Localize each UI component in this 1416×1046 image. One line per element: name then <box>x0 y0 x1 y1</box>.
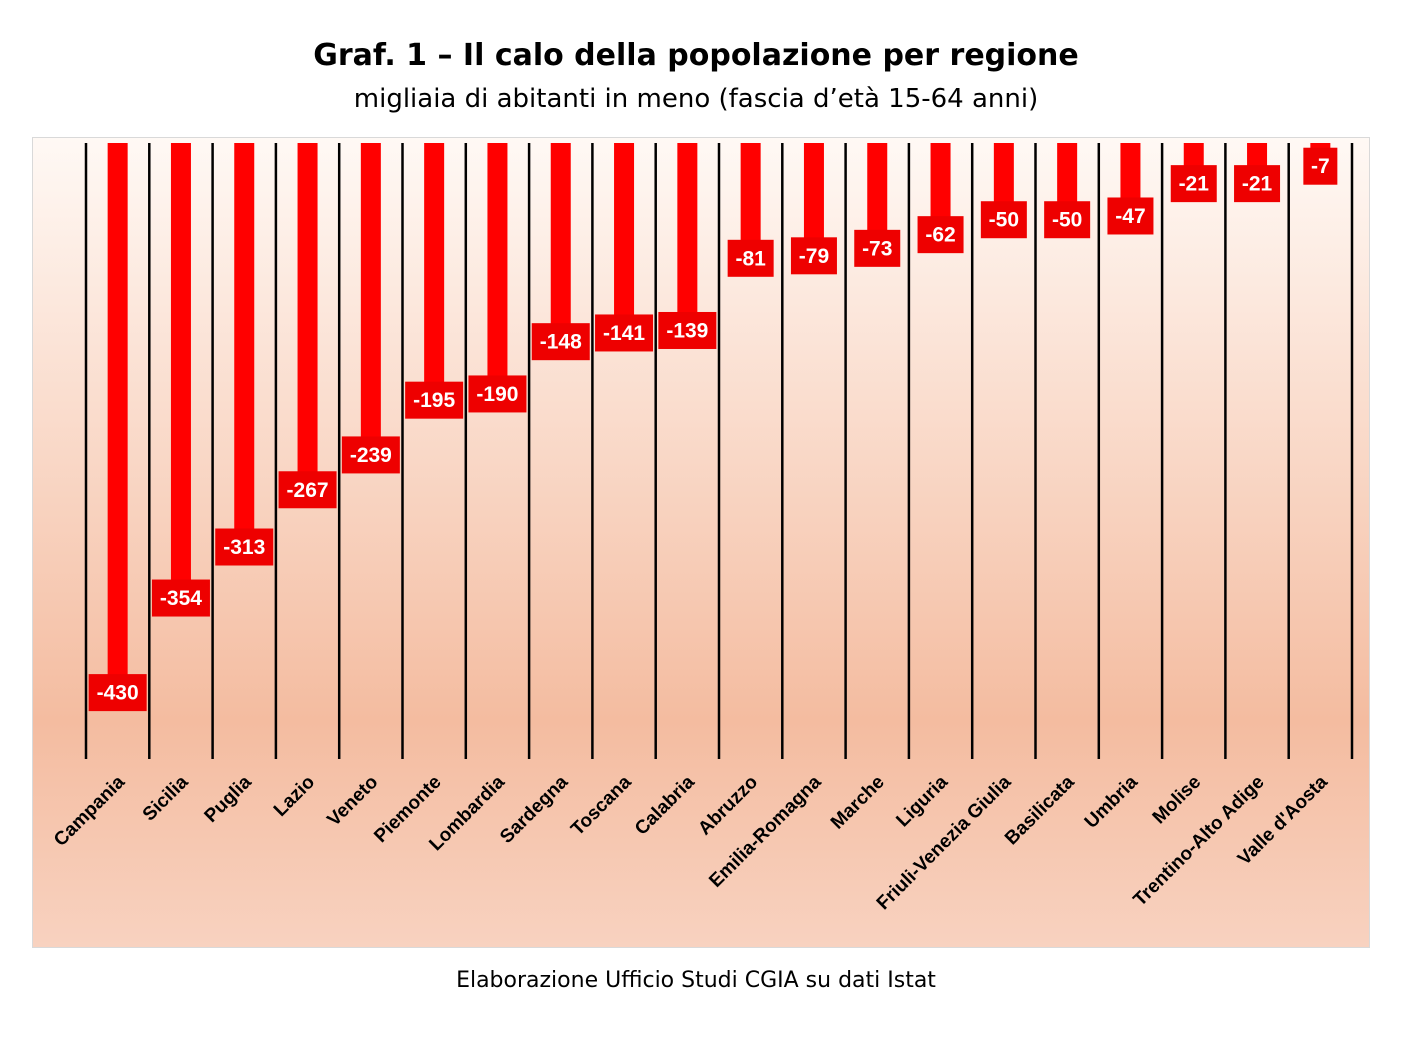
value-label: -47 <box>1115 205 1145 228</box>
value-label-box <box>278 471 337 509</box>
gridlines <box>84 143 1354 759</box>
bar <box>677 143 698 316</box>
value-label: -148 <box>540 331 582 354</box>
value-label-box <box>980 201 1027 239</box>
value-label: -267 <box>287 479 329 502</box>
value-label-box <box>1170 165 1217 203</box>
bar <box>424 143 445 386</box>
value-label: -50 <box>989 209 1019 232</box>
value-label: -430 <box>97 682 139 705</box>
value-label-box <box>215 528 274 566</box>
bar <box>360 143 381 441</box>
value-label: -62 <box>925 224 955 247</box>
value-label: -81 <box>735 247 766 270</box>
value-label-box <box>531 323 590 361</box>
value-label-box <box>1107 197 1154 235</box>
value-label: -139 <box>666 319 708 342</box>
value-label: -313 <box>223 536 265 559</box>
bar <box>107 143 128 679</box>
bar <box>1057 143 1078 206</box>
value-label-box <box>595 314 654 352</box>
value-label-box <box>917 216 964 254</box>
value-label-box <box>658 311 717 349</box>
bar <box>867 143 888 234</box>
bar <box>740 143 761 244</box>
value-label: -21 <box>1179 173 1210 196</box>
value-label: -239 <box>350 444 392 467</box>
value-label-box <box>727 239 774 277</box>
bar <box>297 143 318 476</box>
value-label-box <box>468 375 527 413</box>
value-label: -195 <box>413 389 455 412</box>
value-label-box <box>854 229 901 267</box>
chart-source: Elaborazione Ufficio Studi CGIA su dati … <box>456 968 936 993</box>
value-label: -190 <box>476 383 518 406</box>
bars <box>107 143 1331 679</box>
chart-subtitle: migliaia di abitanti in meno (fascia d’e… <box>353 84 1039 114</box>
value-label-box <box>405 381 464 419</box>
bar <box>930 143 951 221</box>
bar <box>993 143 1014 206</box>
bar <box>803 143 824 242</box>
bar <box>487 143 508 380</box>
value-label: -50 <box>1052 209 1082 232</box>
bar-chart: -430 -354 -313 -267 -239 -195 -190 -148 -141 -139… <box>32 137 1370 948</box>
chart-title: Graf. 1 – Il calo della popolazione per … <box>313 38 1079 73</box>
value-label-box <box>88 674 147 712</box>
value-label: -79 <box>799 245 829 268</box>
value-labels: -430 -354 -313 -267 -239 -195 -190 -148 -141 -139… <box>88 147 1338 712</box>
bar <box>614 143 635 319</box>
bar <box>1310 143 1331 152</box>
value-label-box <box>341 436 400 474</box>
bar <box>170 143 191 584</box>
bar <box>1247 143 1268 170</box>
value-label: -7 <box>1311 155 1330 178</box>
value-label: -354 <box>160 587 202 610</box>
value-label-box <box>1234 165 1281 203</box>
value-label: -21 <box>1242 173 1273 196</box>
value-label: -73 <box>862 237 892 260</box>
value-label-box <box>790 237 837 275</box>
bar <box>234 143 255 533</box>
value-label-box <box>151 579 210 617</box>
value-label-box <box>1303 147 1338 185</box>
bar <box>550 143 571 328</box>
bar <box>1183 143 1204 170</box>
value-label: -141 <box>603 322 645 345</box>
bar <box>1120 143 1141 202</box>
value-label-box <box>1044 201 1091 239</box>
